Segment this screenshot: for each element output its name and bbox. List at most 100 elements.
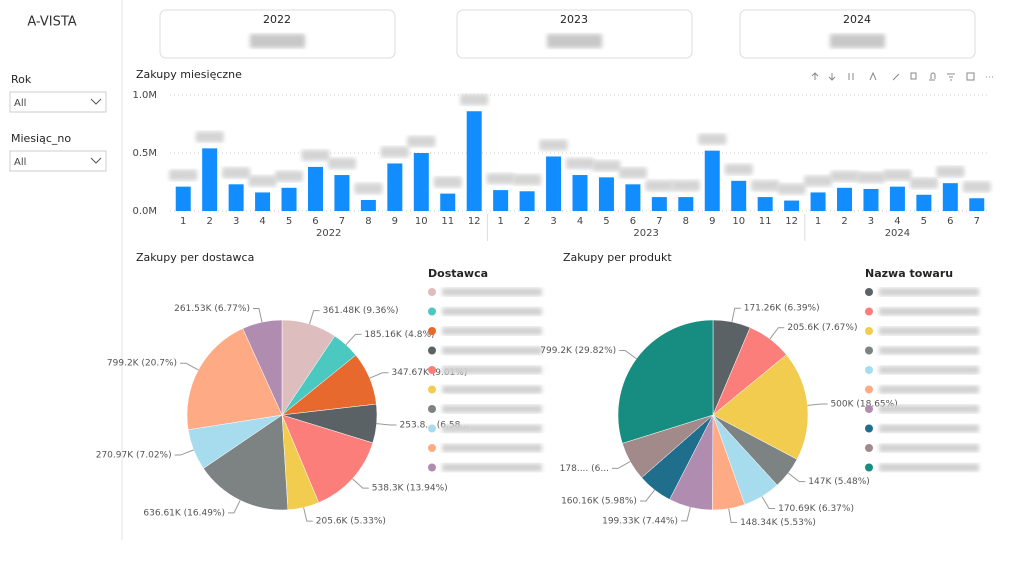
data-label: 361.48K (9.36%) (323, 306, 399, 316)
data-label: 205.6K (5.33%) (316, 517, 386, 527)
x-tick-label: 10 (415, 216, 428, 227)
data-label: 205.6K (7.67%) (787, 323, 857, 333)
data-label: 500K (18.65%) (830, 400, 897, 410)
bar (757, 197, 773, 211)
filter-label: Miesiąc_no (11, 132, 71, 145)
data-label: 347.67K (9.01%) (391, 368, 467, 378)
x-tick-label: 2 (206, 216, 212, 227)
legend-label-blurred (879, 463, 979, 472)
bar (281, 187, 297, 211)
bar (889, 186, 905, 211)
bar (440, 193, 456, 211)
data-label-blurred (513, 174, 542, 186)
filter-dropdown[interactable] (9, 91, 107, 113)
legend-title: Nazwa towaru (865, 267, 953, 280)
bar (493, 190, 509, 211)
data-label: 160.16K (5.98%) (561, 496, 637, 506)
filter-value: All (14, 157, 26, 168)
pie-slice (242, 319, 283, 416)
data-label-blurred (671, 180, 700, 192)
x-group-label: 2023 (633, 228, 658, 239)
legend-label-blurred (442, 385, 542, 394)
bar (255, 192, 271, 211)
data-label-blurred (962, 181, 991, 193)
data-label-blurred (275, 170, 304, 182)
data-label: 171.26K (6.39%) (744, 304, 820, 314)
bar (784, 200, 800, 211)
bar (837, 187, 853, 211)
legend-label-blurred (442, 346, 542, 355)
data-label-blurred (169, 169, 198, 181)
bar (704, 150, 720, 211)
x-tick-label: 5 (286, 216, 292, 227)
x-tick-label: 7 (974, 216, 980, 227)
legend-label-blurred (442, 463, 542, 472)
bar (863, 188, 879, 211)
data-label: 170.69K (6.37%) (778, 504, 854, 514)
legend-marker (865, 346, 873, 355)
bar (360, 199, 376, 211)
data-label-blurred (354, 182, 383, 194)
leader-line (252, 307, 263, 323)
x-tick-label: 3 (868, 216, 874, 227)
x-tick-label: 11 (759, 216, 772, 227)
legend-marker (428, 366, 436, 374)
data-label-blurred (618, 167, 647, 179)
data-label-blurred (909, 177, 938, 189)
x-tick-label: 1 (815, 216, 821, 227)
leader-line (731, 307, 741, 323)
data-label-blurred (327, 158, 356, 170)
x-tick-label: 5 (921, 216, 927, 227)
leader-line (769, 327, 785, 340)
data-label-blurred (856, 171, 885, 183)
legend-marker (428, 444, 436, 452)
bar (942, 183, 958, 211)
x-tick-label: 1 (497, 216, 503, 227)
bar (651, 197, 667, 211)
pie-slice (281, 414, 374, 503)
data-label: 147K (5.48%) (808, 477, 870, 487)
x-tick-label: 6 (312, 216, 318, 227)
x-tick-label: 6 (947, 216, 953, 227)
filter-dropdown[interactable] (9, 150, 107, 172)
leader-line (174, 449, 194, 456)
bar (202, 148, 218, 211)
x-tick-label: 3 (233, 216, 239, 227)
legend-marker (865, 463, 873, 472)
bar (228, 184, 244, 211)
x-tick-label: 6 (630, 216, 636, 227)
legend-label-blurred (442, 307, 542, 316)
legend-label-blurred (879, 288, 979, 296)
app-title: A-VISTA (27, 15, 76, 30)
x-tick-label: 11 (441, 216, 454, 227)
data-label: 270.97K (7.02%) (96, 451, 172, 461)
leader-line (611, 461, 631, 469)
data-label: 538.3K (13.94%) (372, 484, 448, 494)
bar (916, 194, 932, 211)
chart-title: Zakupy per dostawca (136, 251, 254, 264)
leader-line (376, 423, 397, 426)
data-label-blurred (777, 183, 806, 195)
pie-slice (186, 328, 283, 431)
legend-label-blurred (879, 327, 979, 335)
pie-slice (203, 414, 289, 511)
legend-label-blurred (442, 366, 542, 374)
kpi-value-blurred (547, 34, 602, 48)
kpi-value-blurred (830, 34, 885, 48)
legend-label-blurred (442, 327, 542, 335)
legend-title: Dostawca (428, 267, 488, 280)
data-label-blurred (751, 180, 780, 192)
data-label-blurred (592, 160, 621, 172)
data-label-blurred (222, 167, 251, 179)
legend-marker (865, 288, 873, 296)
legend-marker (428, 463, 436, 472)
data-label: 185.16K (4.8%) (364, 330, 434, 340)
leader-line (345, 333, 362, 346)
bar (175, 186, 191, 211)
kpi-title: 2023 (560, 13, 588, 26)
x-tick-label: 8 (365, 216, 371, 227)
data-label: 261.53K (6.77%) (174, 304, 250, 314)
y-tick-label: 0.0M (132, 206, 157, 217)
legend-label-blurred (879, 366, 979, 374)
